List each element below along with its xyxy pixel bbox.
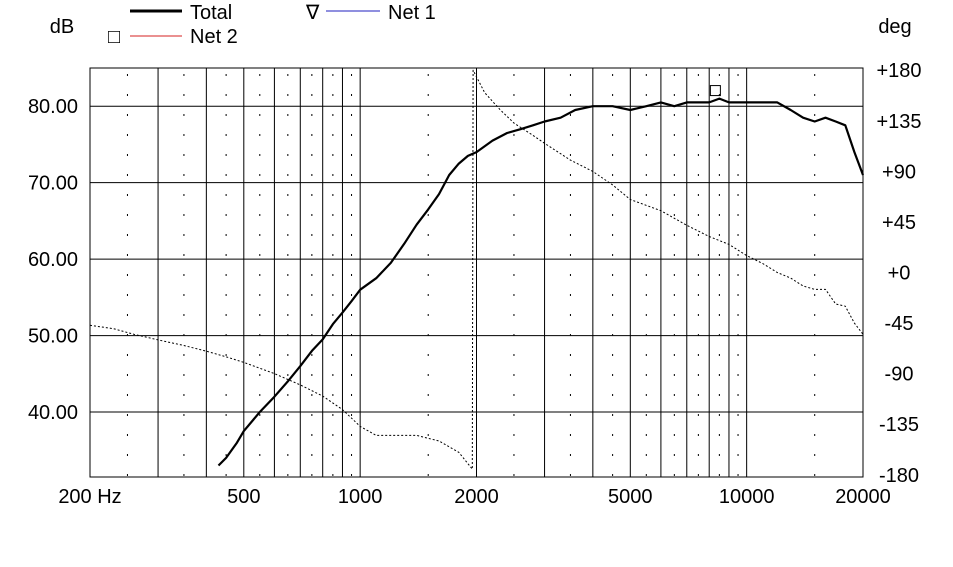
y-left-tick-label: 70.00 [28,173,78,195]
net2-marker [709,85,721,97]
y-left-tick-label: 40.00 [28,402,78,424]
y-right-tick-label: +135 [876,111,921,133]
legend-net1-marker: ∇ [305,2,320,24]
y-right-tick-label: +0 [888,263,911,285]
y-left-tick-label: 60.00 [28,249,78,271]
y-right-tick-label: -45 [885,313,914,335]
x-tick-label: 10000 [719,486,775,508]
y-right-tick-label: -180 [879,465,919,487]
y-right-tick-label: +45 [882,212,916,234]
x-tick-label: 5000 [608,486,653,508]
y-left-unit: dB [50,16,74,38]
y-right-tick-label: +90 [882,161,916,183]
y-left-tick-label: 50.00 [28,326,78,348]
y-right-unit: deg [878,16,911,38]
legend-total-label: Total [190,2,232,24]
series-layer [89,69,865,470]
y-right-tick-label: -135 [879,414,919,436]
x-tick-label: 2000 [454,486,499,508]
y-right-tick-label: -90 [885,364,914,386]
total-series-line [217,97,865,467]
legend-net1-label: Net 1 [388,2,436,24]
x-tick-label: 500 [227,486,260,508]
x-tick-label: 200 Hz [58,486,121,508]
legend-net2-marker: □ [108,26,120,48]
legend: Total ∇ Net 1 □ Net 2 [108,2,436,48]
x-tick-label: 20000 [835,486,891,508]
phase-series-line [89,69,864,470]
axes: 200 Hz 500 1000 2000 5000 10000 20000 80.00 70.0… [28,16,922,508]
legend-net2-label: Net 2 [190,26,238,48]
grid [90,68,863,477]
plot-frame [89,67,864,478]
x-tick-label: 1000 [338,486,383,508]
y-left-tick-label: 80.00 [28,96,78,118]
y-right-tick-label: +180 [876,60,921,82]
